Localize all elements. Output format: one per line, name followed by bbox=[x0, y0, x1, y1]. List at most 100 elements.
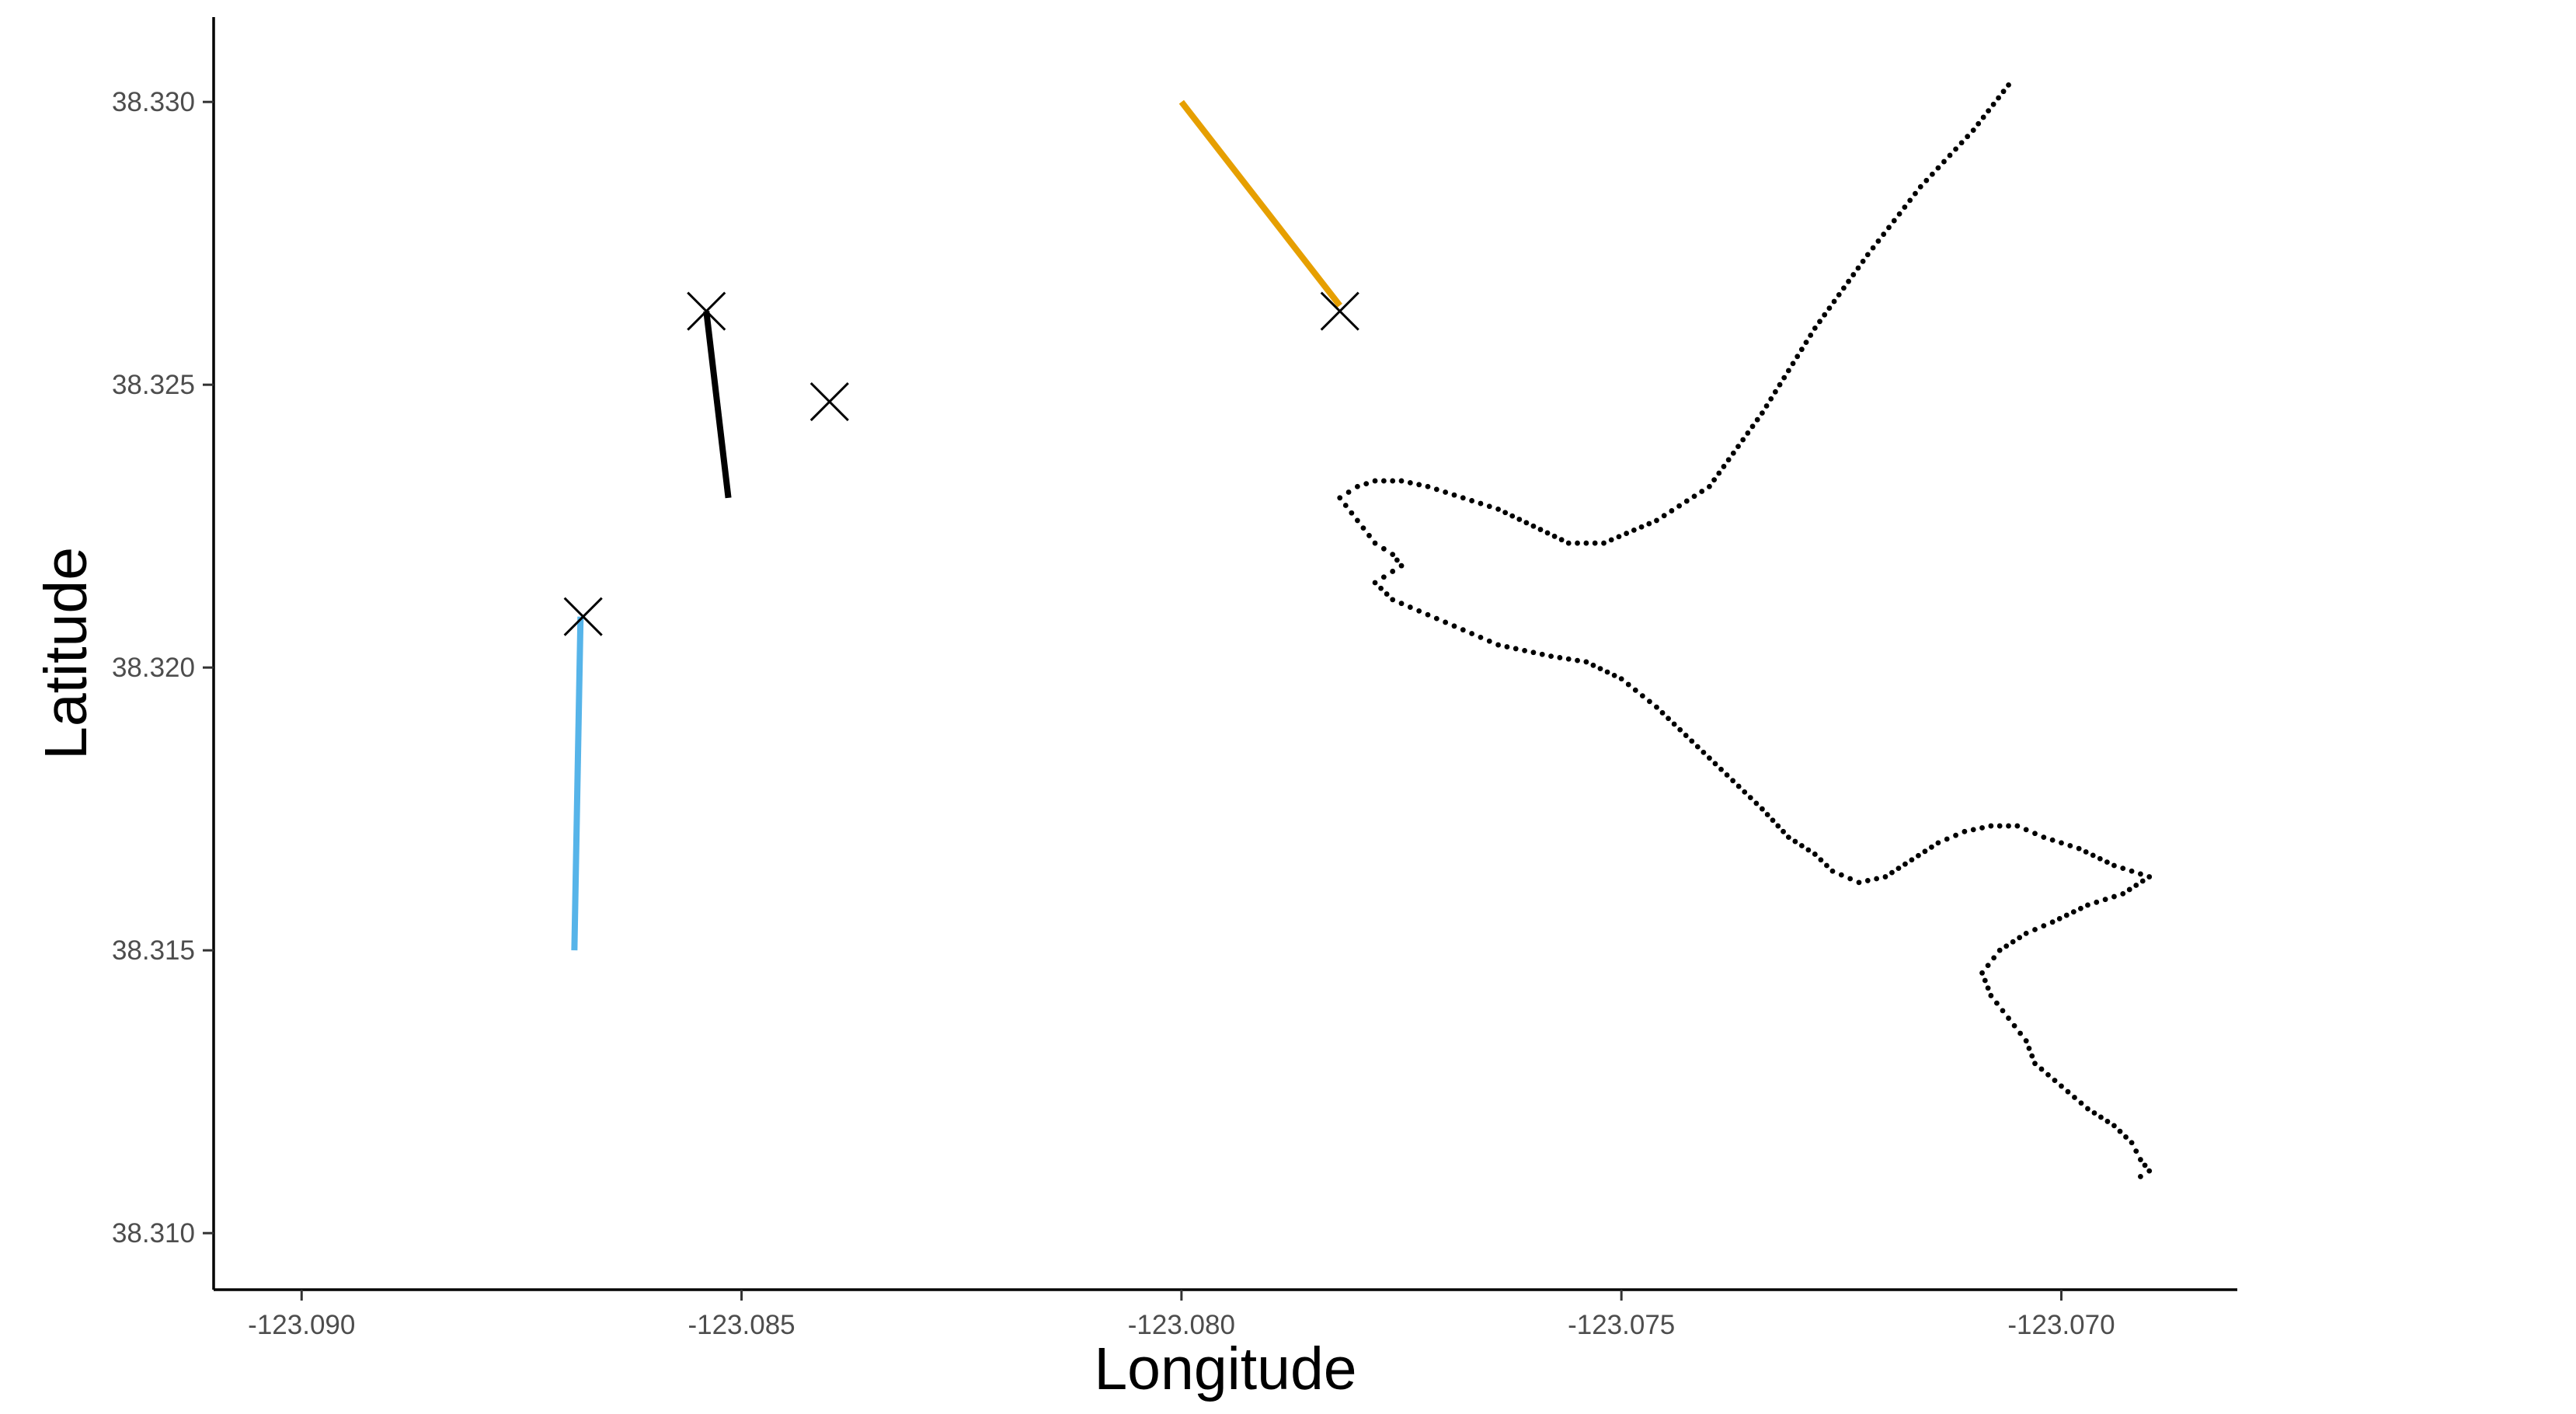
track-point bbox=[1996, 947, 2003, 953]
track-point bbox=[1398, 562, 1405, 569]
y-axis-title: Latitude bbox=[33, 547, 99, 760]
y-ticks: 38.310 38.315 38.320 38.325 38.330 bbox=[112, 87, 214, 1249]
track-point bbox=[1654, 517, 1659, 524]
track-point bbox=[2056, 916, 2063, 921]
track-point bbox=[1990, 101, 1996, 107]
track-point bbox=[1818, 857, 1824, 863]
track-point bbox=[1548, 653, 1554, 660]
track-point bbox=[2123, 1134, 2129, 1140]
track-point bbox=[1958, 140, 1965, 146]
x-marker bbox=[809, 381, 849, 422]
track-point bbox=[2065, 1088, 2071, 1095]
track-point bbox=[1812, 326, 1818, 331]
track-point bbox=[1895, 865, 1902, 872]
track-point bbox=[2059, 1083, 2064, 1089]
track-point bbox=[1513, 646, 1519, 652]
track-point bbox=[1970, 127, 1976, 134]
track-point bbox=[1372, 540, 1378, 546]
track-point bbox=[1666, 716, 1671, 722]
track-point bbox=[1378, 585, 1384, 591]
track-point bbox=[1996, 95, 2001, 101]
track-point bbox=[1597, 666, 1603, 672]
track-point bbox=[2032, 1060, 2038, 1067]
track-point bbox=[1785, 834, 1791, 840]
track-point bbox=[1539, 651, 1545, 657]
track-point bbox=[1516, 517, 1523, 522]
track-point bbox=[1354, 483, 1360, 489]
track-point bbox=[2104, 859, 2110, 865]
track-point bbox=[1349, 510, 1355, 516]
track-point bbox=[1638, 524, 1645, 530]
track-point bbox=[1907, 197, 1913, 204]
track-point bbox=[1575, 540, 1580, 546]
track-point bbox=[1742, 789, 1748, 795]
segment-line bbox=[571, 616, 584, 951]
track-point bbox=[2006, 82, 2011, 88]
track-point bbox=[2023, 1038, 2029, 1044]
track-point bbox=[2138, 1174, 2143, 1179]
track-point bbox=[1495, 506, 1502, 512]
segment-line bbox=[1178, 99, 1342, 308]
track-point bbox=[1669, 508, 1675, 514]
track-point bbox=[1749, 423, 1756, 430]
track-point bbox=[1826, 305, 1833, 311]
track-point bbox=[2078, 1100, 2084, 1106]
track-point bbox=[2000, 89, 2007, 95]
track-point bbox=[1486, 503, 1492, 510]
track-point bbox=[1544, 530, 1551, 536]
track-point bbox=[1425, 611, 1431, 618]
track-point bbox=[1451, 623, 1457, 629]
track-point bbox=[1509, 513, 1516, 519]
track-point bbox=[1661, 513, 1667, 519]
track-point bbox=[1390, 569, 1396, 574]
track-point bbox=[1790, 360, 1796, 367]
track-point bbox=[1699, 489, 1705, 494]
track-point bbox=[2111, 893, 2117, 900]
track-point bbox=[2010, 939, 2016, 945]
y-tick-label: 38.315 bbox=[112, 935, 195, 966]
track-point bbox=[1947, 152, 1953, 158]
track-point bbox=[1777, 381, 1783, 388]
track-point bbox=[1646, 521, 1652, 527]
track-point bbox=[1886, 225, 1892, 231]
track-point bbox=[1689, 738, 1695, 744]
track-point bbox=[1342, 503, 1349, 508]
track-point bbox=[1889, 869, 1895, 876]
track-point bbox=[1935, 840, 1941, 846]
track-point bbox=[1337, 495, 1343, 501]
track-point bbox=[1433, 615, 1439, 622]
track-point bbox=[1764, 812, 1770, 817]
track-point bbox=[1639, 693, 1645, 698]
track-point bbox=[2045, 1071, 2051, 1078]
track-point bbox=[1716, 470, 1722, 476]
track-point bbox=[2120, 891, 2126, 897]
track-point bbox=[1721, 464, 1727, 469]
track-point bbox=[2126, 886, 2132, 893]
track-point bbox=[1805, 847, 1812, 853]
track-point bbox=[2102, 897, 2108, 903]
track-point bbox=[1870, 245, 1876, 251]
track-point bbox=[2091, 1110, 2097, 1116]
track-point bbox=[1962, 828, 1968, 834]
track-point bbox=[1985, 963, 1991, 969]
x-marker-stroke bbox=[1320, 291, 1359, 331]
track-point bbox=[1632, 687, 1638, 693]
track-point bbox=[1768, 396, 1774, 402]
track-point bbox=[1537, 527, 1544, 532]
track-point bbox=[2133, 1148, 2139, 1155]
track-point bbox=[1979, 970, 1985, 976]
track-point bbox=[1831, 298, 1837, 305]
track-point bbox=[2041, 923, 2047, 929]
x-marker bbox=[563, 597, 603, 636]
track-point bbox=[2011, 1022, 2017, 1029]
track-point bbox=[2083, 849, 2089, 855]
track-point bbox=[1691, 493, 1697, 500]
track-point bbox=[1875, 238, 1882, 244]
track-point bbox=[1882, 874, 1888, 879]
y-tick-label: 38.330 bbox=[112, 87, 195, 117]
track-point bbox=[1982, 977, 1988, 984]
track-point bbox=[1647, 698, 1652, 705]
track-point bbox=[1953, 832, 1958, 838]
track-point bbox=[1469, 631, 1475, 636]
